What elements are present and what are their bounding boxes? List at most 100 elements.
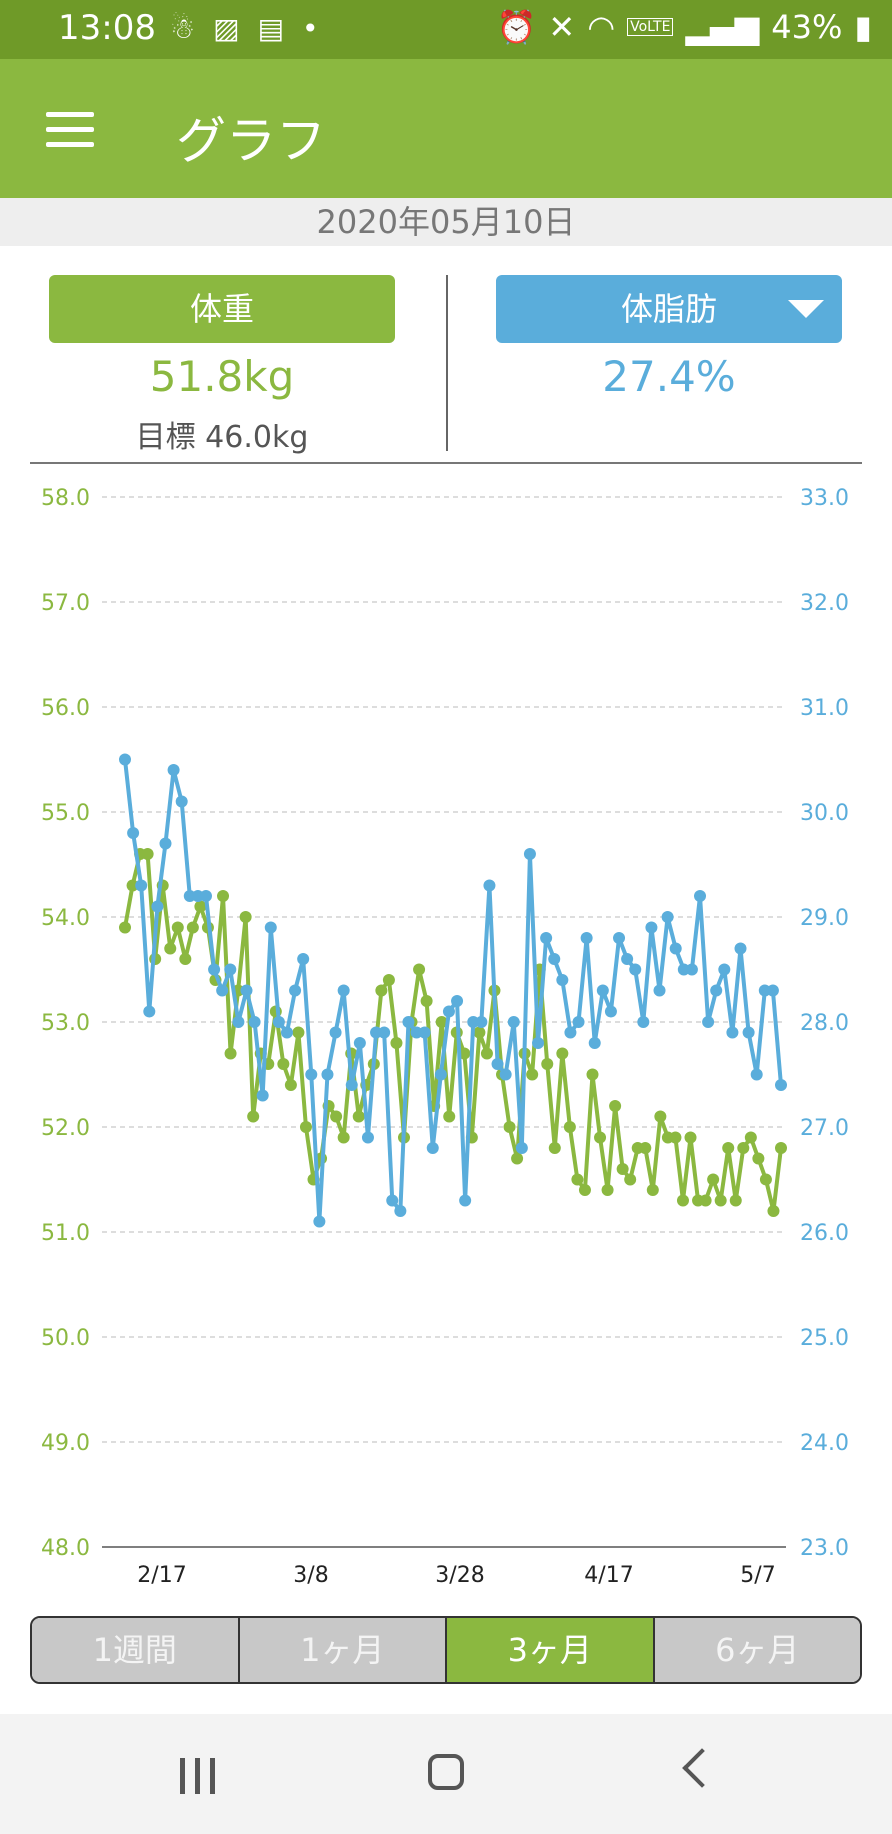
back-icon[interactable] [682, 1748, 722, 1788]
fat-data-point [532, 1037, 545, 1049]
fat-data-point [175, 795, 188, 808]
weight-data-point [654, 1110, 667, 1123]
fat-data-point [272, 1016, 285, 1028]
weight-data-point [330, 1110, 343, 1123]
weight-data-point [601, 1184, 614, 1196]
y-left-tick-label: 52.0 [41, 1116, 90, 1141]
document-icon: ▤ [257, 12, 285, 45]
weight-data-point [586, 1068, 599, 1081]
weight-data-point [292, 1026, 305, 1039]
weight-data-point [548, 1142, 561, 1154]
weight-data-point [775, 1142, 787, 1154]
y-right-tick-label: 25.0 [800, 1326, 849, 1351]
fat-data-point [378, 1026, 391, 1039]
fat-data-point [588, 1037, 601, 1049]
weight-data-point [759, 1173, 772, 1186]
fat-data-point [766, 984, 779, 997]
fat-data-point [548, 953, 561, 965]
fat-data-point [775, 1079, 787, 1091]
tab-1-week[interactable]: 1週間 [32, 1618, 240, 1682]
wifi-icon: ◠ [587, 8, 616, 46]
x-tick-label: 3/8 [293, 1563, 328, 1588]
weight-data-point [609, 1100, 622, 1112]
weight-data-point [646, 1184, 659, 1196]
fat-data-point [208, 963, 221, 976]
tab-1-month[interactable]: 1ヶ月 [239, 1618, 447, 1682]
weight-data-point [299, 1121, 312, 1133]
menu-icon[interactable] [46, 112, 94, 148]
weight-data-point [458, 1047, 471, 1060]
fat-data-point [742, 1026, 755, 1039]
fat-data-point [248, 1016, 261, 1028]
fat-data-point [459, 1194, 472, 1207]
app-bar: グラフ [0, 59, 892, 198]
fat-data-point [345, 1079, 358, 1091]
fat-data-point [483, 879, 496, 892]
fat-data-point [305, 1068, 318, 1081]
weight-data-point [194, 900, 207, 913]
body-fat-dropdown[interactable]: 体脂肪 [496, 275, 842, 343]
weight-data-point [247, 1110, 260, 1123]
body-fat-label: 体脂肪 [620, 290, 717, 328]
fat-data-point [580, 932, 593, 944]
y-right-tick-label: 28.0 [800, 1011, 849, 1036]
y-right-tick-label: 33.0 [800, 486, 849, 511]
weight-data-point [639, 1142, 652, 1154]
status-left-icons: ☃ ▨ ▤ • [170, 12, 319, 45]
weight-data-point [624, 1173, 637, 1186]
navigation-bar [0, 1714, 892, 1834]
fat-data-point [418, 1026, 431, 1039]
home-icon[interactable] [428, 1754, 464, 1790]
fat-data-point [159, 837, 172, 850]
date-label: 2020年05月10日 [0, 198, 892, 246]
fat-data-point [143, 1005, 156, 1018]
weight-data-point [443, 1110, 456, 1123]
weight-data-point [722, 1142, 735, 1154]
page-title: グラフ [176, 112, 326, 170]
weight-data-point [224, 1047, 237, 1060]
fat-data-point [726, 1026, 739, 1039]
weight-value: 51.8kg [149, 352, 295, 401]
fat-data-point [661, 911, 674, 923]
weight-data-point [337, 1131, 350, 1144]
weight-data-point [571, 1173, 584, 1186]
tab-3-months[interactable]: 3ヶ月 [447, 1618, 655, 1682]
recents-icon[interactable] [180, 1758, 220, 1794]
fat-data-point [135, 879, 148, 892]
weight-data-point [541, 1058, 554, 1070]
weight-data-point [578, 1184, 591, 1196]
weight-data-point [217, 890, 230, 902]
fat-data-point [394, 1205, 407, 1217]
status-bar: 13:08 ☃ ▨ ▤ • ⏰ ✕ ◠ VoLTE ▂▄▆ 43% ▮ [0, 0, 892, 59]
weight-data-point [435, 1016, 448, 1028]
tab-6-months[interactable]: 6ヶ月 [654, 1618, 860, 1682]
y-right-tick-label: 26.0 [800, 1221, 849, 1246]
fat-data-point [224, 963, 237, 976]
weight-data-point [164, 942, 177, 955]
y-right-tick-label: 30.0 [800, 801, 849, 826]
fat-data-point [426, 1142, 439, 1154]
y-right-tick-label: 31.0 [800, 696, 849, 721]
fat-data-point [386, 1194, 399, 1207]
y-left-tick-label: 48.0 [41, 1536, 90, 1561]
more-notifications-icon: • [302, 12, 319, 45]
fat-data-point [523, 848, 536, 860]
summary-panel: 体重 51.8kg 目標 46.0kg 体脂肪 27.4% [0, 246, 892, 462]
fat-data-point [264, 921, 277, 934]
weight-button[interactable]: 体重 [49, 275, 395, 343]
fat-data-point [199, 890, 212, 902]
weight-data-point [669, 1131, 682, 1144]
fat-data-point [515, 1142, 528, 1154]
divider [446, 275, 448, 451]
y-right-tick-label: 24.0 [800, 1431, 849, 1456]
weight-data-point [277, 1058, 290, 1070]
y-right-tick-label: 27.0 [800, 1116, 849, 1141]
weight-data-point [684, 1131, 697, 1144]
weight-data-point [563, 1121, 576, 1133]
body-fat-value: 27.4% [602, 352, 736, 401]
fat-data-point [613, 932, 626, 944]
y-left-tick-label: 53.0 [41, 1011, 90, 1036]
y-left-tick-label: 54.0 [41, 906, 90, 931]
weight-data-point [179, 953, 192, 965]
weight-data-point [284, 1079, 297, 1091]
